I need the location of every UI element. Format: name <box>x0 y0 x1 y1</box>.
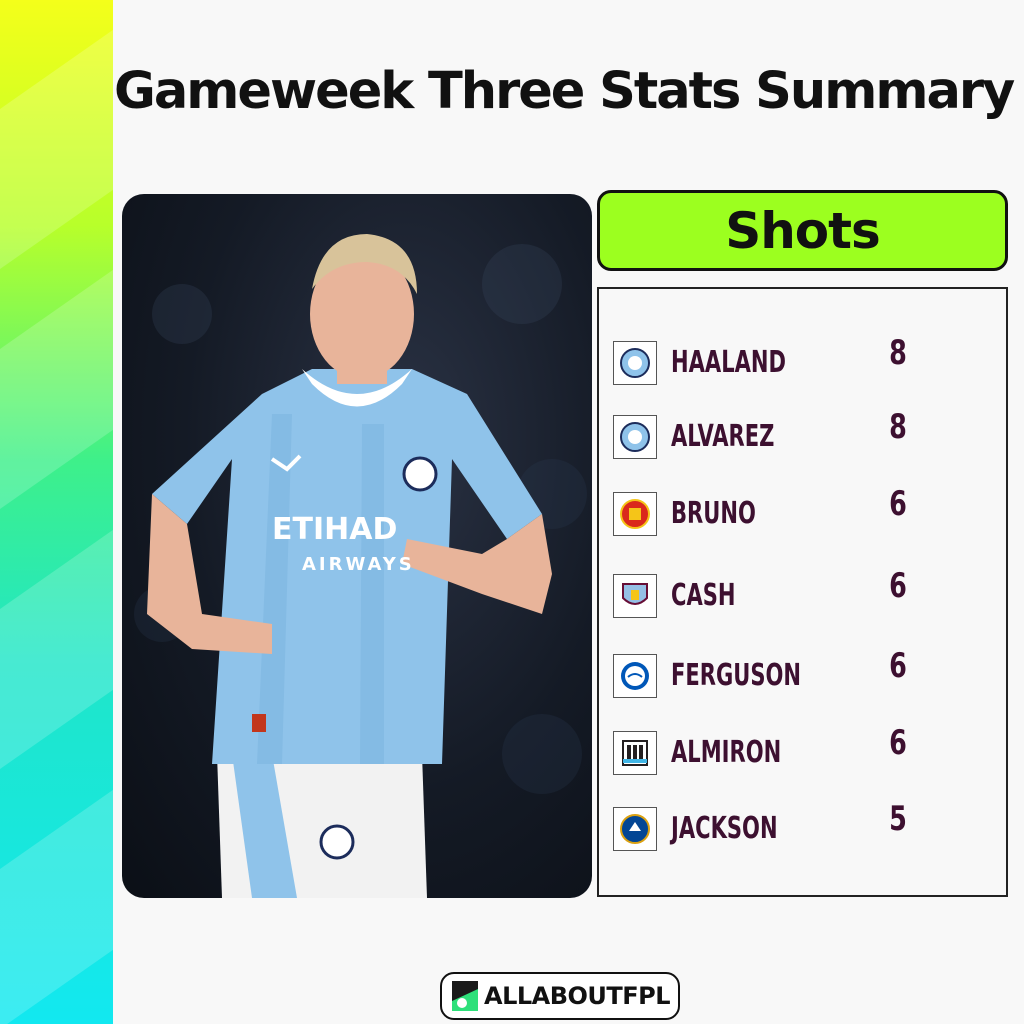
decorative-gradient-stripe <box>0 0 113 1024</box>
man-city-crest-icon <box>613 415 657 459</box>
table-row: ALMIRON 6 <box>613 723 993 777</box>
shots-value: 6 <box>889 646 907 686</box>
table-row: BRUNO 6 <box>613 484 993 538</box>
player-name: CASH <box>671 578 736 613</box>
player-photo: ETIHAD AIRWAYS <box>122 194 592 898</box>
brand-name: ALLABOUTFPL <box>484 982 671 1010</box>
football-logo-icon <box>452 981 478 1011</box>
table-row: ALVAREZ 8 <box>613 407 993 461</box>
player-name: ALMIRON <box>671 735 782 770</box>
player-name: BRUNO <box>671 496 756 531</box>
player-name: HAALAND <box>671 345 787 380</box>
page-title: Gameweek Three Stats Summary <box>114 62 1015 121</box>
table-row: FERGUSON 6 <box>613 646 993 700</box>
shots-value: 6 <box>889 566 907 606</box>
stats-table: HAALAND 8 ALVAREZ 8 BRUNO 6 CASH 6 FERGU… <box>597 287 1008 897</box>
shots-value: 8 <box>889 333 907 373</box>
shots-value: 5 <box>889 799 907 839</box>
shots-value: 6 <box>889 484 907 524</box>
man-utd-crest-icon <box>613 492 657 536</box>
player-name: FERGUSON <box>671 658 802 693</box>
sponsor-sub-text: AIRWAYS <box>302 554 415 575</box>
table-row: CASH 6 <box>613 566 993 620</box>
brand-logo: ALLABOUTFPL <box>440 972 680 1020</box>
sponsor-text: ETIHAD <box>272 512 397 547</box>
man-city-crest-icon <box>613 341 657 385</box>
player-name: JACKSON <box>671 811 778 846</box>
aston-villa-crest-icon <box>613 574 657 618</box>
newcastle-crest-icon <box>613 731 657 775</box>
table-row: JACKSON 5 <box>613 799 993 853</box>
stat-category-header: Shots <box>597 190 1008 271</box>
shots-value: 6 <box>889 723 907 763</box>
table-row: HAALAND 8 <box>613 333 993 387</box>
shots-value: 8 <box>889 407 907 447</box>
stat-category-label: Shots <box>725 201 881 260</box>
brighton-crest-icon <box>613 654 657 698</box>
chelsea-crest-icon <box>613 807 657 851</box>
player-name: ALVAREZ <box>671 419 775 454</box>
